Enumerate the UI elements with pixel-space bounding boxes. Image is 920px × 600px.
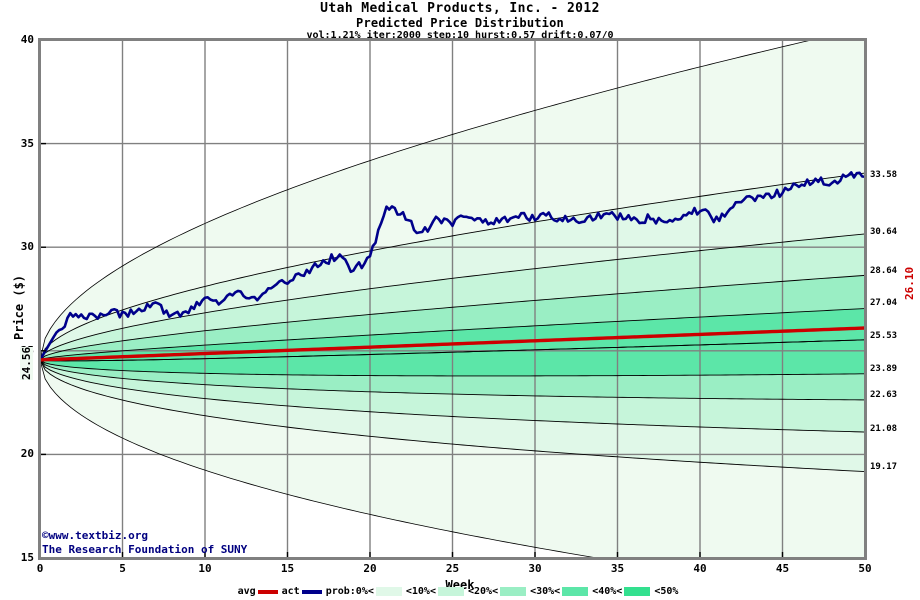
legend-label-band-2: <20%< <box>467 586 499 597</box>
y-axis-title: Price ($) <box>12 274 26 340</box>
legend-item-band-2[interactable]: <20%< <box>467 586 527 597</box>
quantile-end-label: 21.08 <box>870 424 898 434</box>
chart-subtitle: Predicted Price Distribution <box>356 16 564 30</box>
quantile-end-label: 25.53 <box>870 331 898 341</box>
quantile-end-label: 33.58 <box>870 170 898 180</box>
x-tick-label: 45 <box>775 562 790 575</box>
legend-item-band-1[interactable]: <10%< <box>406 586 464 597</box>
legend-label-band-4: <40%< <box>592 586 623 597</box>
legend-item-act[interactable]: act <box>282 586 322 597</box>
legend-swatch-band-3 <box>562 587 589 596</box>
legend-label-band-3: <30%< <box>530 586 561 597</box>
legend-swatch-band-2 <box>500 587 527 596</box>
quantile-end-label: 28.64 <box>870 266 898 276</box>
x-tick-label: 10 <box>198 562 212 575</box>
legend-swatch-band-1 <box>437 587 464 596</box>
legend-swatch-avg-line <box>257 589 278 594</box>
legend-swatch-act-line <box>301 589 322 594</box>
watermark: ©www.textbiz.org The Research Foundation… <box>42 529 247 557</box>
quantile-end-label: 23.89 <box>870 364 898 374</box>
legend-label-band-0: prob:0%< <box>325 586 374 597</box>
x-tick-label: 50 <box>858 562 872 575</box>
quantile-end-label: 27.04 <box>870 298 898 308</box>
y-tick-label: 40 <box>20 33 34 46</box>
y-tick-label: 30 <box>20 240 34 254</box>
legend-label-avg: avg <box>237 586 256 597</box>
quantile-end-label: 30.64 <box>870 227 898 237</box>
x-tick-label: 40 <box>693 562 707 575</box>
legend-item-band-5[interactable]: <50% <box>654 586 678 597</box>
legend-item-band-3[interactable]: <30%< <box>530 586 589 597</box>
page-title: Utah Medical Products, Inc. - 2012 <box>320 1 600 16</box>
y-tick-label: 20 <box>20 447 34 461</box>
avg-end-price-label: 26.10 <box>903 266 916 300</box>
legend-swatch-band-4 <box>624 587 651 596</box>
x-tick-label: 15 <box>280 562 295 575</box>
chart-parameters: vol:1.21% iter:2000 step:10 hurst:0.57 d… <box>306 30 614 41</box>
watermark-line-1: ©www.textbiz.org <box>42 529 148 542</box>
x-tick-label: 35 <box>610 562 625 575</box>
y-tick-label: 35 <box>20 136 34 150</box>
y-tick-label: 15 <box>20 551 34 564</box>
legend-item-band-0[interactable]: prob:0%< <box>326 586 402 597</box>
x-tick-label: 25 <box>445 562 460 575</box>
x-tick-label: 30 <box>528 562 542 575</box>
watermark-line-2: The Research Foundation of SUNY <box>42 543 248 556</box>
legend-label-band-5: <50% <box>654 586 679 597</box>
quantile-end-label: 22.63 <box>870 390 898 400</box>
x-tick-label: 5 <box>119 562 126 575</box>
legend-label-band-1: <10%< <box>405 586 436 597</box>
x-tick-label: 0 <box>36 562 44 575</box>
quantile-end-label: 19.17 <box>870 462 898 472</box>
plot-area <box>40 40 865 558</box>
chart-legend: avg act prob:0%< <10%< <20%< <30%< <40%< <50% <box>0 586 920 597</box>
legend-swatch-band-0 <box>375 587 402 596</box>
chart-canvas <box>40 40 865 558</box>
legend-item-avg[interactable]: avg <box>238 586 278 597</box>
legend-label-act: act <box>281 586 300 597</box>
y-start-price-label: 24.56 <box>20 346 33 380</box>
legend-item-band-4[interactable]: <40%< <box>592 586 651 597</box>
x-tick-label: 20 <box>363 562 377 575</box>
